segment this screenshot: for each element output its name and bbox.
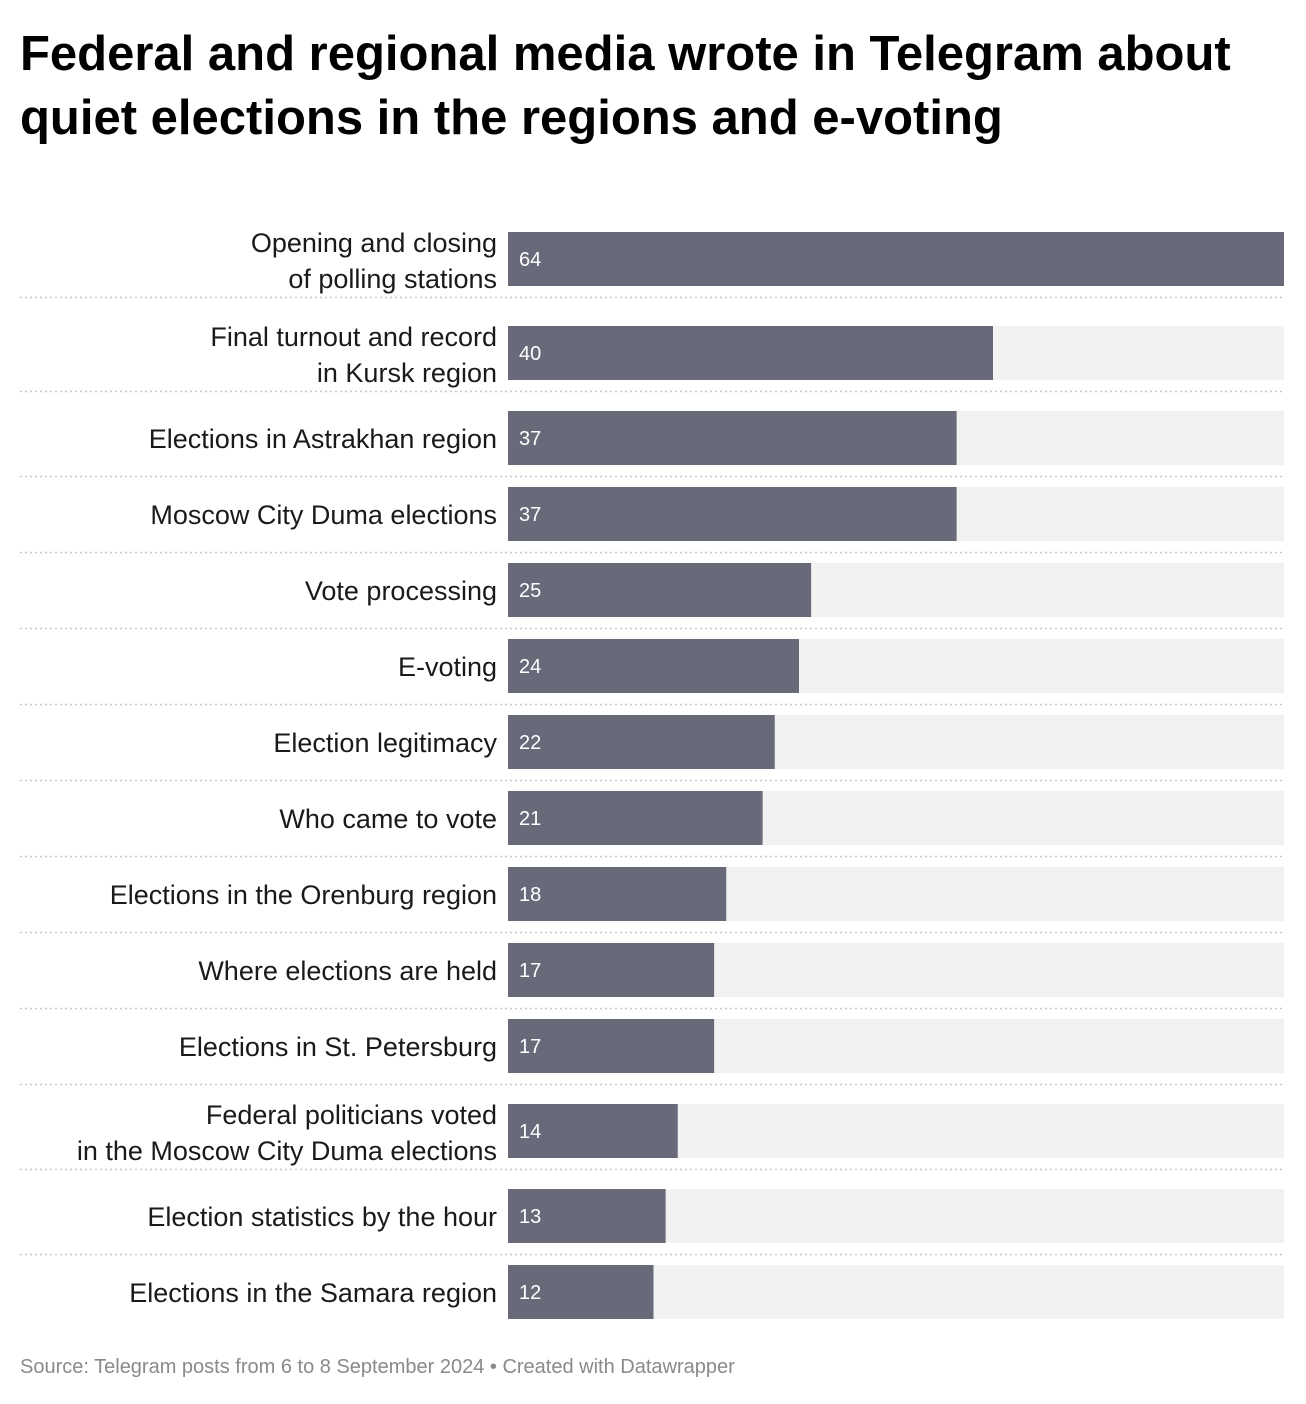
value-label: 64 xyxy=(519,249,541,271)
value-label: 25 xyxy=(519,580,541,602)
bar xyxy=(508,791,763,845)
category-label: Where elections are held xyxy=(198,956,497,986)
value-label: 18 xyxy=(519,884,541,906)
value-label: 37 xyxy=(519,504,541,526)
value-label: 12 xyxy=(519,1282,541,1304)
category-label: Vote processing xyxy=(305,576,497,606)
bar xyxy=(508,563,812,617)
value-label: 40 xyxy=(519,343,541,365)
bar xyxy=(508,487,957,541)
category-label: Elections in St. Petersburg xyxy=(179,1032,497,1062)
source-note: Source: Telegram posts from 6 to 8 Septe… xyxy=(20,1356,735,1378)
category-label: Elections in the Samara region xyxy=(129,1278,497,1308)
category-label: Elections in Astrakhan region xyxy=(149,424,497,454)
value-label: 14 xyxy=(519,1121,541,1143)
bar xyxy=(508,232,1284,286)
bar xyxy=(508,1265,654,1319)
bar xyxy=(508,411,957,465)
value-label: 17 xyxy=(519,1036,541,1058)
category-label: Who came to vote xyxy=(279,804,497,834)
bar xyxy=(508,1019,715,1073)
bar-chart: 64 Opening and closing of polling stations… xyxy=(20,228,1284,1319)
bar xyxy=(508,639,799,693)
bar xyxy=(508,943,715,997)
category-label: of polling stations xyxy=(288,264,497,294)
category-label: Elections in the Orenburg region xyxy=(110,880,497,910)
bar xyxy=(508,326,993,380)
category-label: Moscow City Duma elections xyxy=(150,500,497,530)
category-label: E-voting xyxy=(398,652,497,682)
value-label: 24 xyxy=(519,656,541,678)
chart-title: Federal and regional media wrote in Tele… xyxy=(20,27,1231,145)
category-label: Federal politicians voted xyxy=(206,1100,497,1130)
bar xyxy=(508,1189,666,1243)
value-label: 21 xyxy=(519,808,541,830)
value-label: 37 xyxy=(519,428,541,450)
category-label: Election legitimacy xyxy=(273,728,497,758)
category-label: in the Moscow City Duma elections xyxy=(77,1136,497,1166)
value-label: 22 xyxy=(519,732,541,754)
bar xyxy=(508,867,727,921)
bar xyxy=(508,715,775,769)
value-label: 13 xyxy=(519,1206,541,1228)
category-label: Opening and closing xyxy=(251,228,497,258)
bar xyxy=(508,1104,678,1158)
value-label: 17 xyxy=(519,960,541,982)
category-label: in Kursk region xyxy=(317,358,497,388)
category-label: Election statistics by the hour xyxy=(147,1202,497,1232)
category-label: Final turnout and record xyxy=(210,322,497,352)
